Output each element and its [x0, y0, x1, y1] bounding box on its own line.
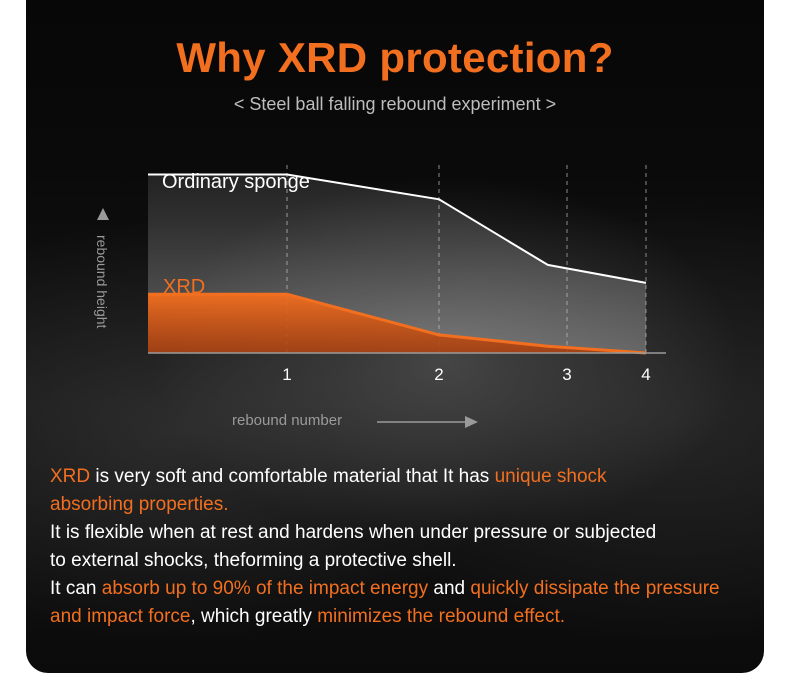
sponge-line	[148, 173, 647, 284]
xrd-series-label: XRD	[163, 276, 205, 298]
body-text: It is flexible when at rest and hardens …	[50, 522, 657, 543]
xrd-line	[148, 292, 647, 355]
body-text: , which greatly	[190, 606, 318, 627]
description-line: It is flexible when at rest and hardens …	[50, 519, 760, 547]
highlight-text: XRD	[50, 466, 91, 487]
x-axis-arrow-icon	[465, 416, 478, 428]
highlight-text: absorb up to 90% of the impact energy	[101, 578, 429, 599]
body-text: is very soft and comfortable material th…	[90, 466, 495, 487]
highlight-text: quickly dissipate the pressure	[470, 578, 720, 599]
sponge-series-label: Ordinary sponge	[162, 171, 310, 193]
page-subtitle: < Steel ball falling rebound experiment …	[233, 94, 557, 114]
description-line: It can absorb up to 90% of the impact en…	[50, 575, 760, 603]
description-line: and impact force, which greatly minimize…	[50, 603, 760, 631]
highlight-text: absorbing properties.	[50, 494, 229, 515]
y-axis-arrow-icon	[97, 208, 109, 220]
xrd-area	[148, 294, 646, 353]
x-axis-label: rebound number	[232, 412, 342, 429]
highlight-text: minimizes the rebound effect.	[317, 606, 566, 627]
page-title: Why XRD protection?	[176, 34, 614, 81]
x-tick-label: 3	[562, 365, 571, 384]
highlight-text: unique shock	[494, 466, 607, 487]
highlight-text: and impact force	[50, 606, 191, 627]
x-tick-label: 4	[641, 365, 650, 384]
description-line: absorbing properties.	[50, 491, 760, 519]
x-tick-label: 2	[434, 365, 443, 384]
x-tick-label: 1	[282, 365, 291, 384]
body-text: and	[428, 578, 471, 599]
description-line: to external shocks, theforming a protect…	[50, 547, 760, 575]
y-axis-label: rebound height	[94, 235, 110, 329]
description-line: XRD is very soft and comfortable materia…	[50, 463, 760, 491]
body-text: to external shocks, theforming a protect…	[50, 550, 457, 571]
body-text: It can	[50, 578, 102, 599]
